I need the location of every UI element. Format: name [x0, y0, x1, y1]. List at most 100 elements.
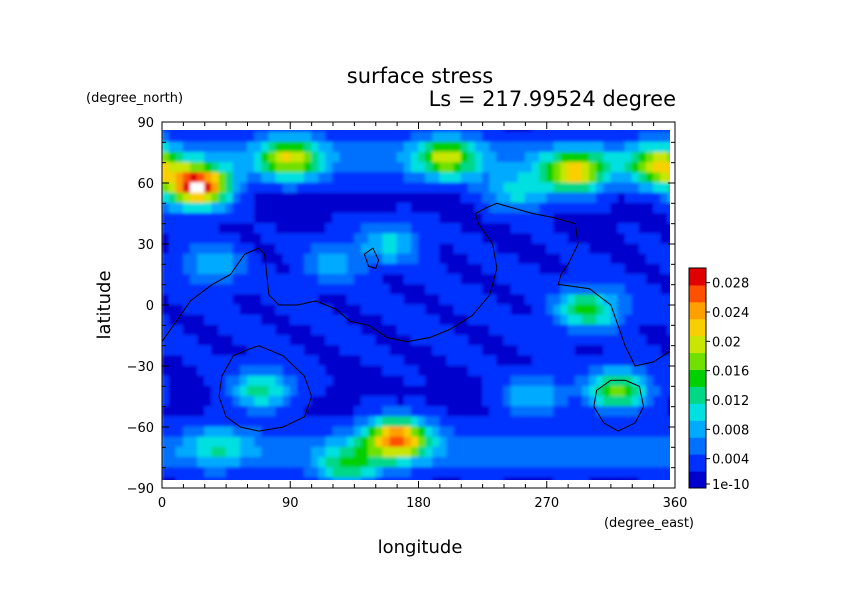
heatmap-cell — [268, 253, 277, 265]
heatmap-cell — [610, 182, 619, 194]
heatmap-cell — [261, 324, 270, 336]
heatmap-cell — [482, 294, 491, 306]
heatmap-cell — [432, 396, 441, 408]
heatmap-cell — [204, 263, 213, 275]
heatmap-cell — [610, 152, 619, 164]
heatmap-cell — [289, 284, 298, 296]
heatmap-cell — [667, 253, 670, 265]
heatmap-cell — [218, 182, 227, 194]
heatmap-cell — [653, 284, 662, 296]
heatmap-cell — [574, 192, 583, 204]
heatmap-cell — [653, 213, 662, 225]
heatmap-cell — [239, 457, 248, 469]
heatmap-cell — [339, 202, 348, 214]
heatmap-cell — [475, 406, 484, 418]
heatmap-cell — [524, 314, 533, 326]
heatmap-cell — [610, 243, 619, 255]
heatmap-cell — [232, 130, 241, 133]
heatmap-cell — [553, 335, 562, 347]
heatmap-cell — [482, 335, 491, 347]
heatmap-cell — [311, 294, 320, 306]
heatmap-cell — [254, 457, 263, 469]
heatmap-cell — [653, 467, 662, 479]
heatmap-cell — [603, 304, 612, 316]
heatmap-cell — [211, 141, 220, 153]
heatmap-cell — [638, 131, 647, 143]
heatmap-cell — [204, 345, 213, 357]
heatmap-cell — [475, 253, 484, 265]
heatmap-cell — [475, 304, 484, 316]
heatmap-cell — [553, 406, 562, 418]
heatmap-cell — [296, 274, 305, 286]
heatmap-cell — [311, 467, 320, 479]
heatmap-cell — [439, 304, 448, 316]
heatmap-cell — [247, 304, 256, 316]
heatmap-cell — [296, 233, 305, 245]
heatmap-cell — [425, 152, 434, 164]
heatmap-cell — [510, 243, 519, 255]
heatmap-cell — [311, 162, 320, 174]
heatmap-cell — [182, 406, 191, 418]
heatmap-cell — [318, 182, 327, 194]
heatmap-cell — [232, 223, 241, 235]
heatmap-cell — [410, 202, 419, 214]
heatmap-cell — [467, 436, 476, 448]
heatmap-cell — [453, 223, 462, 235]
heatmap-cell — [304, 223, 313, 235]
heatmap-cell — [332, 436, 341, 448]
heatmap-cell — [275, 324, 284, 336]
heatmap-cell — [546, 223, 555, 235]
heatmap-cell — [346, 274, 355, 286]
heatmap-cell — [467, 294, 476, 306]
heatmap-cell — [190, 324, 199, 336]
heatmap-cell — [660, 263, 669, 275]
heatmap-cell — [296, 467, 305, 479]
heatmap-cell — [368, 131, 377, 143]
heatmap-cell — [168, 324, 177, 336]
heatmap-cell — [546, 304, 555, 316]
heatmap-cell — [403, 294, 412, 306]
heatmap-cell — [546, 355, 555, 367]
heatmap-cell — [396, 457, 405, 469]
heatmap-cell — [346, 253, 355, 265]
heatmap-cell — [396, 182, 405, 194]
heatmap-cell — [332, 345, 341, 357]
heatmap-cell — [396, 162, 405, 174]
heatmap-cell — [410, 385, 419, 397]
heatmap-cell — [247, 457, 256, 469]
heatmap-cell — [624, 324, 633, 336]
heatmap-cell — [339, 385, 348, 397]
heatmap-cell — [560, 304, 569, 316]
heatmap-cell — [211, 274, 220, 286]
heatmap-cell — [162, 314, 170, 326]
heatmap-cell — [581, 284, 590, 296]
heatmap-cell — [617, 223, 626, 235]
heatmap-cell — [332, 477, 341, 480]
heatmap-cell — [311, 355, 320, 367]
heatmap-cell — [425, 182, 434, 194]
heatmap-cell — [532, 477, 541, 480]
heatmap-cell — [539, 385, 548, 397]
heatmap-cell — [318, 406, 327, 418]
heatmap-cell — [574, 284, 583, 296]
heatmap-cell — [268, 324, 277, 336]
heatmap-cell — [211, 457, 220, 469]
heatmap-cell — [232, 396, 241, 408]
heatmap-cell — [190, 335, 199, 347]
heatmap-cell — [439, 365, 448, 377]
heatmap-cell — [389, 314, 398, 326]
heatmap-cell — [439, 253, 448, 265]
heatmap-cell — [232, 243, 241, 255]
heatmap-cell — [567, 294, 576, 306]
heatmap-cell — [318, 345, 327, 357]
heatmap-cell — [460, 182, 469, 194]
heatmap-cell — [646, 233, 655, 245]
heatmap-cell — [460, 446, 469, 458]
heatmap-cell — [532, 162, 541, 174]
heatmap-cell — [304, 416, 313, 428]
heatmap-cell — [539, 304, 548, 316]
heatmap-cell — [339, 406, 348, 418]
heatmap-cell — [510, 233, 519, 245]
heatmap-cell — [489, 294, 498, 306]
